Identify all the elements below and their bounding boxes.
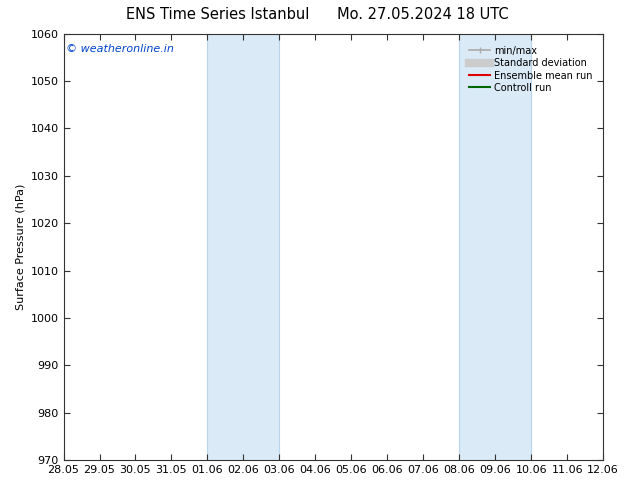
Bar: [459, 34, 531, 460]
Y-axis label: Surface Pressure (hPa): Surface Pressure (hPa): [15, 184, 25, 310]
Bar: [207, 34, 280, 460]
Legend: min/max, Standard deviation, Ensemble mean run, Controll run: min/max, Standard deviation, Ensemble me…: [466, 43, 595, 96]
Text: ENS Time Series Istanbul      Mo. 27.05.2024 18 UTC: ENS Time Series Istanbul Mo. 27.05.2024 …: [126, 7, 508, 23]
Text: © weatheronline.in: © weatheronline.in: [66, 45, 174, 54]
